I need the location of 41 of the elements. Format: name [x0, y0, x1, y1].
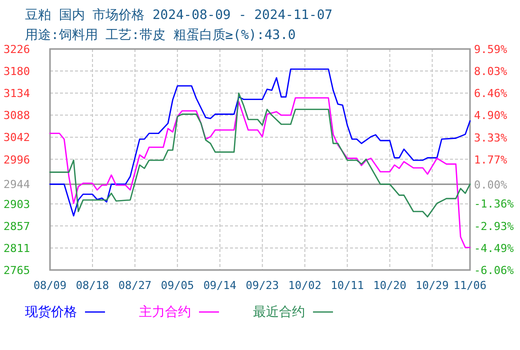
x-tick-label: 10/11 [330, 279, 364, 292]
x-tick-label: 10/29 [416, 279, 449, 292]
y-tick-label: 2811 [4, 242, 30, 255]
line-series [49, 92, 471, 218]
y2-tick-label: 3.33% [474, 131, 508, 144]
x-tick-label: 08/09 [33, 279, 67, 292]
y2-tick-label: -6.06% [474, 264, 514, 277]
y-tick-label: 2903 [4, 198, 30, 211]
y2-tick-label: 9.59% [474, 43, 508, 56]
y2-tick-label: 6.46% [474, 87, 508, 100]
x-tick-label: 10/20 [373, 279, 406, 292]
y-tick-label: 2996 [4, 153, 30, 166]
y2-tick-label: 1.77% [474, 153, 508, 166]
y-tick-label: 2857 [4, 220, 30, 233]
y-tick-label: 3042 [4, 131, 30, 144]
y-tick-label: 3088 [4, 109, 30, 122]
legend-label: 最近合约 [253, 305, 305, 320]
x-tick-label: 10/02 [288, 279, 322, 292]
x-tick-label: 09/23 [246, 279, 279, 292]
y-tick-label: 3180 [4, 65, 30, 78]
chart-title: 豆粕 国内 市场价格 2024-08-09 - 2024-11-07 [25, 8, 332, 23]
line-series [49, 97, 471, 248]
y2-tick-label: 8.03% [474, 65, 508, 78]
legend-label: 现货价格 [25, 305, 77, 320]
y2-tick-label: 4.90% [474, 109, 508, 122]
y2-tick-label: -2.93% [474, 220, 514, 233]
x-tick-label: 09/05 [160, 279, 194, 292]
x-tick-label: 11/06 [453, 279, 487, 292]
y-tick-label: 3226 [4, 43, 30, 56]
x-tick-label: 09/14 [203, 279, 237, 292]
y-tick-label: 2944 [4, 178, 30, 192]
y-tick-label: 2765 [4, 264, 30, 277]
y2-tick-label: 0.00% [474, 178, 508, 192]
y-tick-label: 3134 [4, 87, 30, 100]
y2-tick-label: -4.49% [474, 242, 514, 255]
x-tick-label: 08/27 [118, 279, 152, 292]
y2-tick-label: -1.36% [474, 198, 514, 211]
x-tick-label: 08/18 [76, 279, 110, 292]
line-series [49, 68, 471, 216]
legend-label: 主力合约 [139, 304, 191, 320]
chart-subtitle: 用途:饲料用 工艺:带皮 粗蛋白质≥(%):43.0 [25, 28, 296, 43]
